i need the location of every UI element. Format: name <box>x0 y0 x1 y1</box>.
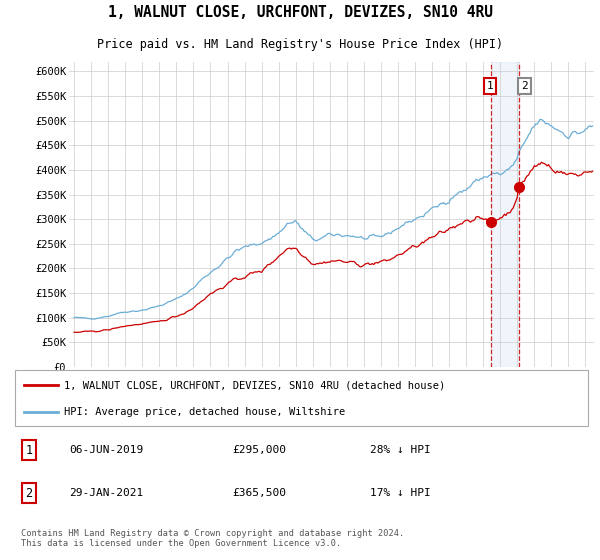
Text: HPI: Average price, detached house, Wiltshire: HPI: Average price, detached house, Wilt… <box>64 407 345 417</box>
Text: Price paid vs. HM Land Registry's House Price Index (HPI): Price paid vs. HM Land Registry's House … <box>97 38 503 50</box>
Text: 1, WALNUT CLOSE, URCHFONT, DEVIZES, SN10 4RU (detached house): 1, WALNUT CLOSE, URCHFONT, DEVIZES, SN10… <box>64 380 445 390</box>
Text: 29-JAN-2021: 29-JAN-2021 <box>70 488 143 498</box>
Bar <box>491 62 518 367</box>
Text: 1: 1 <box>487 81 493 91</box>
Text: Contains HM Land Registry data © Crown copyright and database right 2024.
This d: Contains HM Land Registry data © Crown c… <box>21 529 404 548</box>
Text: 17% ↓ HPI: 17% ↓ HPI <box>370 488 431 498</box>
Text: 28% ↓ HPI: 28% ↓ HPI <box>370 445 431 455</box>
Text: 2: 2 <box>521 81 528 91</box>
Text: £295,000: £295,000 <box>233 445 287 455</box>
Text: £365,500: £365,500 <box>233 488 287 498</box>
Text: 06-JUN-2019: 06-JUN-2019 <box>70 445 143 455</box>
Text: 2: 2 <box>25 487 32 500</box>
Text: 1, WALNUT CLOSE, URCHFONT, DEVIZES, SN10 4RU: 1, WALNUT CLOSE, URCHFONT, DEVIZES, SN10… <box>107 6 493 20</box>
Text: 1: 1 <box>25 444 32 457</box>
